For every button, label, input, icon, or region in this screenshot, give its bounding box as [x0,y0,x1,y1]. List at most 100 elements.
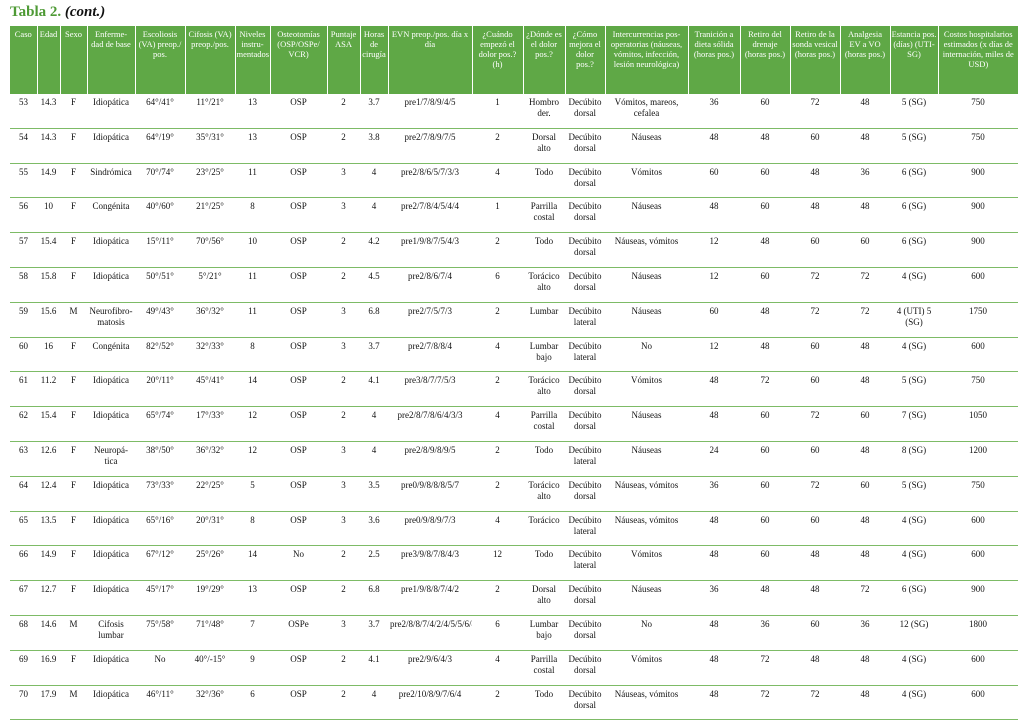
table-cell: Todo [523,685,565,720]
table-cell: Decúbito dorsal [565,615,605,651]
table-cell: 72 [740,371,790,408]
table-cell: 48 [740,337,790,373]
table-cell: Decúbito dorsal [565,476,605,512]
column-header: Horas de cirugía [359,26,388,94]
table-cell: Idiopática [87,650,135,686]
table-cell: 60 [740,511,790,547]
table-cell: 48 [790,545,840,582]
table-cell: F [60,545,87,582]
table-cell: Idiopática [87,476,135,512]
table-cell: Decúbito dorsal [565,94,605,129]
table-cell: 64°/41° [135,94,185,129]
table-cell: 64 [10,476,37,512]
table-cell: F [60,441,87,477]
table-cell: pre2/7/8/8/4 [388,337,472,373]
table-cell: OSP [270,163,327,199]
table-cell: 48 [840,545,890,582]
table-cell: 2 [472,476,523,512]
table-cell: 60 [790,441,840,477]
table-cell: Vómitos [605,163,688,199]
table-cell: 2 [327,371,360,408]
title-main: Tabla 2. [10,4,62,20]
table-cell: 750 [938,128,1018,164]
table-cell: 48 [840,94,890,129]
table-cell: Decúbito dorsal [565,650,605,686]
table-cell: 72 [840,267,890,303]
table-cell: 36 [688,94,740,129]
table-cell: 48 [688,615,740,651]
table-cell: Dorsal alto [523,128,565,164]
table-cell: pre2/8/8/7/4/2/4/5/5/6/4/4 [388,615,472,651]
table-cell: 10 [235,232,270,268]
table-cell: No [270,545,327,582]
column-header: Analgesia EV a VO (horas pos.) [839,26,890,94]
table-cell: 36°/32° [185,441,235,477]
table-cell: 2 [472,441,523,477]
table-cell: 14.6 [37,615,60,651]
table-cell: 1800 [938,615,1018,651]
table-cell: 4 [472,406,523,442]
table-cell: 48 [688,371,740,408]
table-cell: Torácico alto [523,371,565,408]
table-cell: 6 [472,267,523,303]
table-cell: 4 [472,511,523,547]
table-cell: 8 [235,511,270,547]
table-cell: 55 [10,163,37,199]
table-cell: 72 [840,580,890,616]
table-cell: 12 [688,232,740,268]
table-row: 60 16 F Congénita 82°/52° 32°/33° 8 OSP 3 3.7 pre2… [10,337,1018,373]
table-cell: 750 [938,94,1018,129]
table-cell: 65°/74° [135,406,185,442]
table-cell: Todo [523,163,565,199]
table-cell: 70°/74° [135,163,185,199]
table-cell: OSP [270,650,327,686]
table-cell: F [60,267,87,303]
table-cell: 72 [740,685,790,720]
table-cell: 3.8 [360,128,388,164]
table-cell: 60 [740,163,790,199]
table-cell: 72 [740,650,790,686]
table-cell: F [60,580,87,616]
table-cell: 4 [360,406,388,442]
table-row: 54 14.3 F Idiopática 64°/19° 35°/31° 13 OSP 2 3.8… [10,128,1018,164]
table-cell: 48 [688,511,740,547]
table-cell: 48 [688,197,740,234]
table-cell: pre3/9/8/7/8/4/3 [388,545,472,582]
table-cell: 70 [10,685,37,720]
table-cell: OSP [270,267,327,303]
table-cell: 6 [235,685,270,720]
table-row: 63 12.6 F Neuropá- tica 38°/50° 36°/32° 12 OSP 3… [10,441,1018,477]
table-cell: 12.4 [37,476,60,512]
table-cell: pre2/9/6/4/3 [388,650,472,686]
table-cell: 6 (SG) [890,580,938,616]
table-cell: 72 [840,302,890,338]
table-cell: pre1/7/8/9/4/5 [388,94,472,129]
column-header: Osteotomías (OSP/OSPe/ VCR) [269,26,327,94]
table-cell: 60 [840,476,890,512]
table-cell: 60 [790,232,840,268]
table-cell: 14.9 [37,163,60,199]
table-cell: 13 [235,94,270,129]
table-cell: 8 (SG) [890,441,938,477]
table-cell: 72 [790,406,840,442]
table-cell: Decúbito dorsal [565,371,605,408]
table-cell: Decúbito dorsal [565,580,605,616]
table-cell: OSP [270,302,327,338]
table-cell: Todo [523,232,565,268]
table-cell: 5 (SG) [890,94,938,129]
table-cell: 36 [740,615,790,651]
table-row: 62 15.4 F Idiopática 65°/74° 17°/33° 12 OSP 2 4 pr… [10,406,1018,442]
table-cell: 2 [327,580,360,616]
table-cell: OSP [270,580,327,616]
table-cell: 54 [10,128,37,164]
table-cell: 2.5 [360,545,388,582]
table-cell: 60 [688,163,740,199]
table-cell: 14.3 [37,128,60,164]
table-cell: 4 [360,163,388,199]
table-cell: 72 [790,94,840,129]
table-cell: 2 [327,128,360,164]
table-cell: 3 [327,441,360,477]
table-cell: Náuseas [605,441,688,477]
table-cell: 61 [10,371,37,408]
